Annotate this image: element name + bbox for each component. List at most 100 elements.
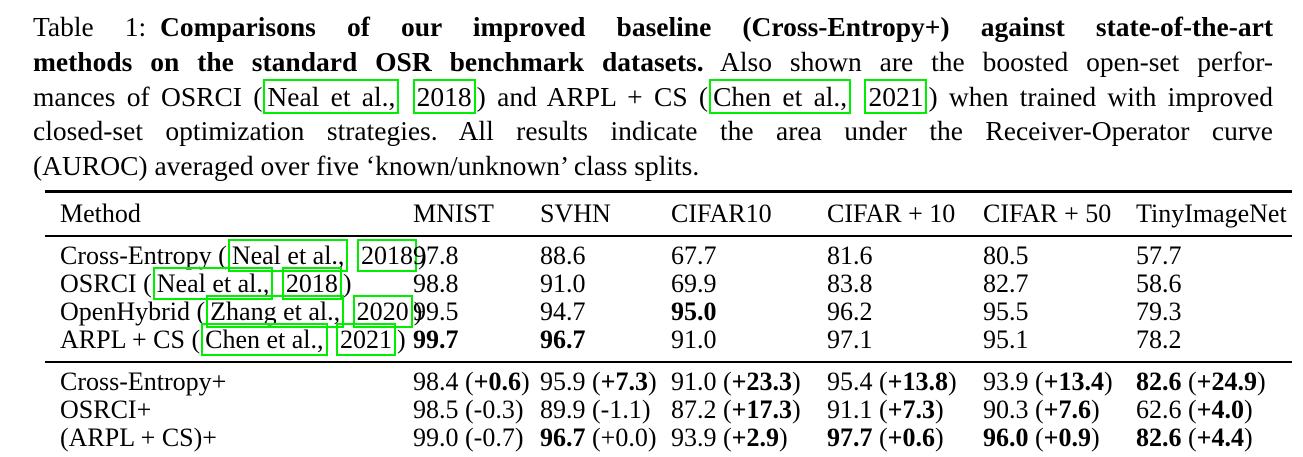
text-segment <box>400 81 411 112</box>
table-row: OSRCI+ 98.5 (-0.3) 89.9 (-1.1) 87.2 (+17.3)… <box>45 396 1292 424</box>
cell-delta: +0.6 <box>887 423 935 452</box>
table-header-row: Method MNIST SVHN CIFAR10 CIFAR + 10 CIFAR + … <box>45 193 1292 235</box>
cell-value: 81.6 <box>827 241 873 270</box>
result-cell: 80.5 <box>983 242 1136 270</box>
citation-link[interactable]: 2021 <box>864 78 928 114</box>
result-cell: 94.7 <box>540 298 671 326</box>
cell-value: 98.5 <box>413 395 459 424</box>
citation-link[interactable]: Neal et al., <box>227 239 349 272</box>
citation-link[interactable]: Chen et al., <box>709 78 852 114</box>
result-cell: 95.9 (+7.3) <box>540 367 657 396</box>
table-row: OpenHybrid (Zhang et al., 2020) 99.5 94.7 9… <box>45 295 1292 328</box>
citation-link[interactable]: 2018 <box>412 78 476 114</box>
method-label: Cross-Entropy+ <box>45 368 413 396</box>
citation-link[interactable]: Neal et al., <box>263 78 400 114</box>
cell-value: 91.0 <box>671 325 717 354</box>
column-header-mnist: MNIST <box>413 199 494 228</box>
text-segment <box>329 325 336 354</box>
text-segment: ) <box>417 241 427 270</box>
citation-link[interactable]: 2020 <box>352 295 413 328</box>
text-segment: ) and ARPL + CS ( <box>476 80 709 112</box>
cell-value: 98.8 <box>413 269 459 298</box>
result-cell: 91.1 (+7.3) <box>827 395 944 424</box>
cell-value: 62.6 <box>1136 395 1182 424</box>
caption-line: methods on the standard OSR benchmark da… <box>33 45 1273 80</box>
text-segment <box>349 241 356 270</box>
result-cell: 97.7 (+0.6) <box>827 423 944 452</box>
text-segment <box>274 269 281 298</box>
cell-value: 96.7 <box>540 423 586 452</box>
cell-value: 80.5 <box>983 241 1029 270</box>
cell-delta: -0.7 <box>473 423 515 452</box>
cell-value: 82.6 <box>1136 367 1182 396</box>
text-segment: OpenHybrid ( <box>60 297 206 326</box>
result-cell: 93.9 (+13.4) <box>983 367 1113 396</box>
cell-value: 69.9 <box>671 269 717 298</box>
caption-line: Table 1: Comparisons of our improved bas… <box>33 10 1273 45</box>
citation-link[interactable]: 2021 <box>336 323 397 356</box>
cell-value: 99.0 <box>413 423 459 452</box>
cell-value: 93.9 <box>671 423 717 452</box>
result-cell: 81.6 <box>827 242 983 270</box>
cell-value: 91.0 <box>671 367 717 396</box>
cell-value: 97.8 <box>413 241 459 270</box>
text-segment <box>345 297 352 326</box>
cell-value: 99.7 <box>413 325 459 354</box>
cell-value: 96.0 <box>983 423 1029 452</box>
cell-delta: -1.1 <box>600 395 642 424</box>
result-cell: 58.6 <box>1136 270 1292 298</box>
result-cell: 88.6 <box>540 242 671 270</box>
result-cell: 96.0 (+0.9) <box>983 423 1100 452</box>
cell-delta: +23.3 <box>731 367 792 396</box>
cell-value: 78.2 <box>1136 325 1182 354</box>
cell-delta: +2.9 <box>731 423 779 452</box>
result-cell: 99.7 <box>413 326 540 354</box>
text-segment: mances of OSRCI ( <box>33 80 263 112</box>
cell-value: 95.0 <box>671 297 717 326</box>
cell-value: 83.8 <box>827 269 873 298</box>
cell-value: 93.9 <box>983 367 1029 396</box>
result-cell: 87.2 (+17.3) <box>671 395 801 424</box>
cell-value: 89.9 <box>540 395 586 424</box>
result-cell: 95.0 <box>671 298 827 326</box>
cell-delta: +0.0 <box>600 423 648 452</box>
text-segment: (AUROC) averaged over five ‘known/unknow… <box>33 150 700 182</box>
cell-value: 96.7 <box>540 325 586 354</box>
text-segment: closed-set optimization strategies. All … <box>33 115 1273 147</box>
cell-value: 91.1 <box>827 395 873 424</box>
method-label: ARPL + CS (Chen et al., 2021) <box>45 323 413 356</box>
text-segment: Also shown are the boosted open-set perf… <box>703 45 1273 77</box>
result-cell: 96.7 <box>540 326 671 354</box>
method-label: OpenHybrid (Zhang et al., 2020) <box>45 295 422 328</box>
table-row: (ARPL + CS)+ 99.0 (-0.7) 96.7 (+0.0) 93.9 (… <box>45 424 1292 452</box>
cell-value: 94.7 <box>540 297 586 326</box>
result-cell: 79.3 <box>1136 298 1292 326</box>
cell-value: 87.2 <box>671 395 717 424</box>
result-cell: 98.4 (+0.6) <box>413 367 530 396</box>
citation-link[interactable]: Zhang et al., <box>206 295 345 328</box>
cell-value: 95.1 <box>983 325 1029 354</box>
cell-delta: +7.3 <box>887 395 935 424</box>
cell-delta: +0.9 <box>1043 423 1091 452</box>
table-row: ARPL + CS (Chen et al., 2021) 99.7 96.7 91.… <box>45 323 1292 356</box>
text-segment: Comparisons of our improved baseline (Cr… <box>159 11 1273 42</box>
cell-value: 95.5 <box>983 297 1029 326</box>
text-segment: ) <box>413 297 423 326</box>
cell-value: 96.2 <box>827 297 873 326</box>
text-segment: OSRCI+ <box>60 395 152 424</box>
table-row: Cross-Entropy+ 98.4 (+0.6) 95.9 (+7.3) 91.0… <box>45 368 1292 396</box>
header-rule <box>45 235 1292 237</box>
citation-link[interactable]: 2018 <box>281 267 342 300</box>
column-header-cifar-plus-10: CIFAR + 10 <box>827 199 956 228</box>
citation-link[interactable]: Chen et al., <box>201 323 328 356</box>
result-cell: 69.9 <box>671 270 827 298</box>
cell-delta: +13.8 <box>887 367 948 396</box>
citation-link[interactable]: 2018 <box>356 239 417 272</box>
result-cell: 91.0 (+23.3) <box>671 367 801 396</box>
result-cell: 97.1 <box>827 326 983 354</box>
citation-link[interactable]: Neal et al., <box>152 267 274 300</box>
cell-value: 95.9 <box>540 367 586 396</box>
result-cell: 98.8 <box>413 270 540 298</box>
cell-value: 98.4 <box>413 367 459 396</box>
table-row: OSRCI (Neal et al., 2018) 98.8 91.0 69.9 83.… <box>45 267 1292 300</box>
